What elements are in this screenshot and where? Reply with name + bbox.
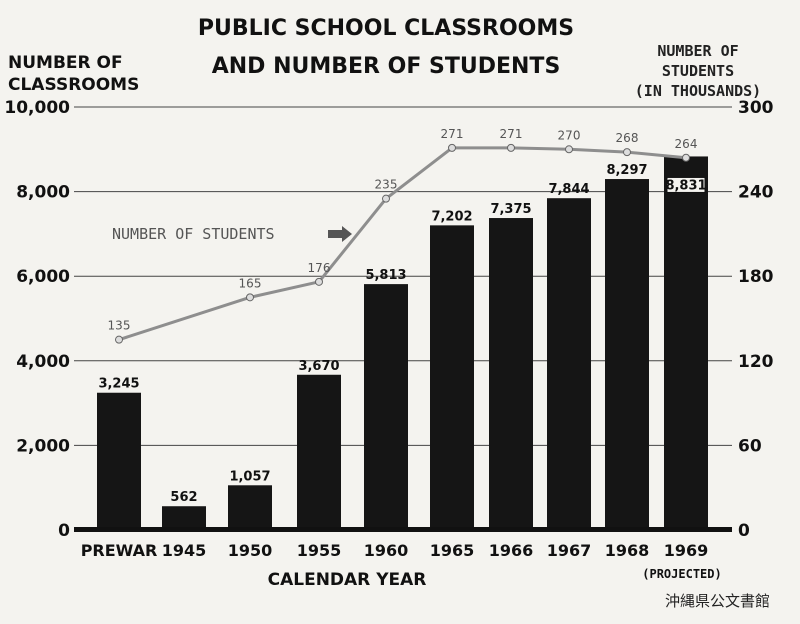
annotation-arrow-icon [328, 226, 352, 242]
bar [430, 225, 474, 530]
right-tick-label: 60 [738, 436, 762, 456]
bar-value-label: 8,831 [665, 178, 706, 193]
bar [364, 284, 408, 530]
students-value-label: 135 [108, 319, 131, 333]
left-tick-label: 6,000 [16, 267, 70, 287]
chart-title-line1: PUBLIC SCHOOL CLASSROOMS [198, 16, 574, 41]
bar [664, 156, 708, 530]
students-point [115, 335, 123, 344]
left-axis-ticks: 0 2,000 4,000 6,000 8,000 10,000 [4, 98, 70, 541]
right-axis-label-line3: (IN THOUSANDS) [635, 82, 761, 100]
category-label: 1967 [547, 541, 592, 560]
students-point [682, 153, 690, 162]
students-point [246, 293, 254, 302]
category-label: 1950 [228, 541, 273, 560]
category-label: 1966 [489, 541, 534, 560]
right-tick-label: 120 [738, 352, 774, 372]
projected-note: (PROJECTED) [642, 567, 721, 581]
x-axis-baseline [74, 527, 732, 532]
left-tick-label: 4,000 [16, 352, 70, 372]
students-point [565, 145, 573, 154]
right-tick-label: 0 [738, 521, 750, 541]
right-tick-label: 300 [738, 98, 774, 118]
category-label: PREWAR [81, 541, 158, 560]
right-axis-label-line1: NUMBER OF [657, 42, 738, 60]
category-label: 1969 [664, 541, 709, 560]
students-value-label: 271 [441, 127, 464, 141]
students-value-label: 268 [616, 131, 639, 145]
students-point [448, 143, 456, 152]
bar [547, 198, 591, 531]
left-tick-label: 2,000 [16, 436, 70, 456]
bar [162, 506, 206, 530]
students-point [315, 277, 323, 286]
bar [228, 485, 272, 530]
bar-label-box [666, 176, 706, 193]
right-tick-label: 240 [738, 183, 774, 203]
bar-value-label: 3,670 [298, 359, 339, 374]
bar [605, 179, 649, 530]
right-axis-ticks: 0 60 120 180 240 300 [738, 98, 774, 541]
left-tick-label: 8,000 [16, 183, 70, 203]
left-axis-label-line2: CLASSROOMS [8, 75, 139, 95]
students-point [623, 148, 631, 157]
bar-value-label: 8,297 [606, 163, 647, 178]
bar-value-label: 562 [170, 490, 197, 505]
category-label: 1968 [605, 541, 650, 560]
students-series-annotation: NUMBER OF STUDENTS [112, 225, 275, 243]
students-value-label: 176 [308, 261, 331, 275]
students-value-label: 264 [675, 137, 698, 151]
students-value-label: 270 [558, 128, 581, 142]
bar [489, 218, 533, 530]
left-tick-label: 10,000 [4, 98, 70, 118]
category-label: 1965 [430, 541, 475, 560]
students-point [382, 194, 390, 203]
x-axis-label: CALENDAR YEAR [268, 570, 427, 590]
left-axis-label-line1: NUMBER OF [8, 53, 123, 73]
archive-stamp: 沖縄県公文書館 [665, 592, 770, 610]
left-tick-label: 0 [58, 521, 70, 541]
category-label: 1945 [162, 541, 207, 560]
classroom-bars: 3,245 562 1,057 3,670 5,813 7,202 7,375 7,844 8,… [97, 156, 708, 531]
bar-value-label: 5,813 [365, 268, 406, 283]
students-line: 135 165 176 235 271 271 270 268 264 [108, 127, 698, 344]
category-label: 1955 [297, 541, 342, 560]
bar-value-label: 7,375 [490, 202, 531, 217]
bar-value-label: 7,844 [548, 182, 589, 197]
students-value-label: 235 [375, 178, 398, 192]
students-value-label: 271 [500, 127, 523, 141]
students-point [507, 143, 515, 152]
category-labels: PREWAR 1945 1950 1955 1960 1965 1966 1967 1968 19… [81, 541, 709, 560]
bar-value-label: 1,057 [229, 469, 270, 484]
bar-value-label: 7,202 [431, 209, 472, 224]
right-tick-label: 180 [738, 267, 774, 287]
category-label: 1960 [364, 541, 409, 560]
bar-value-label: 3,245 [98, 377, 139, 392]
bar [97, 392, 141, 530]
right-axis-label-line2: STUDENTS [662, 62, 734, 80]
bar [297, 374, 341, 530]
chart-title-line2: AND NUMBER OF STUDENTS [212, 54, 561, 79]
students-value-label: 165 [239, 276, 262, 290]
